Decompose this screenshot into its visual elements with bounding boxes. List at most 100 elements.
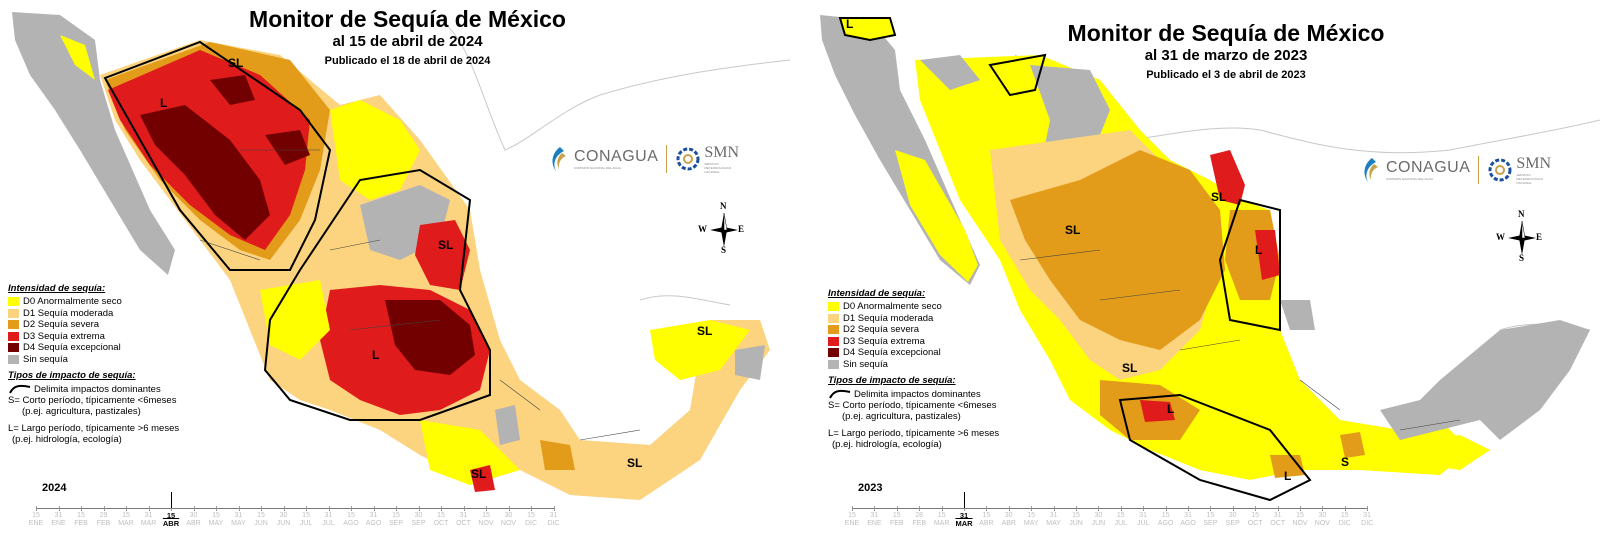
timeline-label: 31 DIC (547, 512, 560, 527)
smn-name: SMN (1516, 155, 1552, 172)
baja-d0-north (840, 18, 895, 40)
smn-logo: SMN SERVICIO METEOROLÓGICO NACIONAL (1487, 155, 1556, 185)
legend-item-d4: D4 Sequía excepcional (8, 342, 208, 354)
legend-heading: Intensidad de sequía: (8, 283, 106, 294)
title-block: Monitor de Sequía de México al 31 de mar… (1040, 20, 1412, 84)
timeline-label: 15 DIC (524, 512, 538, 527)
impact-long: L= Largo período, típicamente >6 meses (8, 423, 180, 434)
timeline-label: 15 JUN (1069, 512, 1083, 527)
yucatan-d0 (1420, 435, 1490, 470)
timeline-label: 31 ENE (51, 512, 66, 527)
conagua-name: CONAGUA (574, 148, 659, 165)
baja-california (12, 12, 175, 275)
compass-e: E (738, 224, 745, 234)
timeline-label: 15 JUN (254, 512, 268, 527)
timeline-label: 15 JUL (1114, 512, 1128, 527)
impact-short: S= Corto período, típicamente <6meses (8, 395, 177, 406)
map-label: L (372, 348, 380, 362)
impact-long: L= Largo período, típicamente >6 meses (828, 428, 1000, 439)
timeline-label: 31 OCT (1270, 512, 1285, 527)
timeline-current-marker (964, 492, 965, 508)
timeline-tick (1188, 506, 1189, 511)
legend-item-d0: D0 Anormalmente seco (8, 296, 208, 308)
timeline-label: 15 JUL (299, 512, 313, 527)
timeline-label: 15 SEP (1203, 512, 1218, 527)
logo-divider (666, 145, 668, 173)
impact-short: S= Corto período, típicamente <6meses (828, 400, 997, 411)
baja-d0-south (895, 150, 978, 282)
legend-item-d4: D4 Sequía excepcional (828, 347, 1028, 359)
timeline-tick (531, 506, 532, 511)
central-d0 (260, 280, 330, 360)
publish-date: Publicado el 18 de abril de 2024 (324, 55, 491, 67)
timeline-tick (964, 506, 965, 511)
timeline-label: 15 AGO (1157, 512, 1174, 527)
smn-subtitle: SERVICIO METEOROLÓGICO NACIONAL (704, 162, 732, 174)
timeline-tick (148, 506, 150, 511)
publish-date: Publicado el 3 de abril de 2023 (1146, 69, 1306, 81)
timeline-label: 15 OCT (433, 512, 449, 527)
timeline-label: 30 SEP (1225, 512, 1240, 527)
impact-short-example: (p.ej. agricultura, pastizales) (22, 406, 141, 417)
timeline-year: 2023 (858, 482, 883, 494)
compass-s: S (721, 245, 727, 255)
timeline-current-date: 15 ABR (162, 511, 180, 528)
timeline-tick (171, 506, 172, 511)
conagua-logo: CONAGUA COMISIÓN NACIONAL DEL AGUA (548, 145, 658, 173)
compass-e: E (1536, 232, 1543, 242)
oaxaca-d2 (1270, 455, 1305, 478)
timeline-tick (261, 506, 262, 511)
timeline-label: 31 OCT (456, 512, 471, 527)
compass-n: N (1518, 209, 1525, 219)
timeline-label: 29 FEB (96, 512, 111, 527)
north-arrow-icon (710, 212, 738, 247)
state-lines (199, 149, 641, 441)
yucatan-d0 (650, 320, 750, 380)
map-label: L (846, 17, 854, 31)
map-label: L (1284, 469, 1292, 483)
baja-yellow (60, 35, 95, 80)
timeline-label: 15 MAR (118, 512, 134, 527)
timeline-tick (126, 506, 127, 511)
impact-line-icon (9, 384, 31, 394)
timeline-label: 31 MAR (140, 512, 157, 527)
northwest-gray (920, 55, 980, 90)
timeline-tick (283, 506, 285, 511)
timeline-tick (986, 506, 988, 511)
timeline-tick (508, 506, 510, 511)
yucatan-gray (1380, 320, 1590, 440)
timeline-label: 15 ABR (979, 512, 994, 527)
timeline-tick (1165, 506, 1167, 511)
timeline-label: 31 DIC (1361, 512, 1374, 527)
timeline-label: 30 NOV (1314, 512, 1330, 527)
map-label: S (1341, 455, 1350, 469)
timeline-tick (463, 506, 465, 511)
central-d2 (1010, 150, 1225, 350)
north-d4-b (210, 75, 255, 105)
legend: Intensidad de sequía: D0 Anormalmente se… (828, 288, 1028, 450)
map-label: L (160, 96, 168, 110)
timeline-tick (1277, 506, 1279, 511)
compass: N E S W (698, 201, 746, 255)
map-label: SL (1211, 190, 1227, 204)
impact-long-example: (p.ej. hidrología, ecología) (832, 439, 942, 450)
timeline-label: 15 FEB (74, 512, 88, 527)
timeline-label: 30 JUN (1091, 512, 1106, 527)
map-2024 (12, 12, 791, 500)
timeline-axis (852, 508, 1368, 509)
timeline-label: 15 AGO (343, 512, 359, 527)
timeline-tick (396, 506, 397, 511)
conagua-logo-icon (1364, 158, 1378, 182)
timeline: 2023 15 ENE 31 ENE 15 FEB 28 FEB 15 MAR 31 MAR 15 ABR 3… (800, 482, 1600, 543)
timeline-label: 28 FEB (912, 512, 926, 527)
timeline-label: 30 SEP (411, 512, 426, 527)
smn-logo-icon (1488, 158, 1512, 182)
timeline-label: 30 JUN (276, 512, 291, 527)
conagua-logo-icon (552, 147, 566, 171)
timeline-tick (1098, 506, 1100, 511)
map-label: SL (697, 324, 713, 338)
timeline-label: 31 ENE (867, 512, 882, 527)
timeline-tick (1367, 506, 1369, 511)
oaxaca-d0 (420, 420, 520, 485)
timeline-label: 15 SEP (388, 512, 403, 527)
